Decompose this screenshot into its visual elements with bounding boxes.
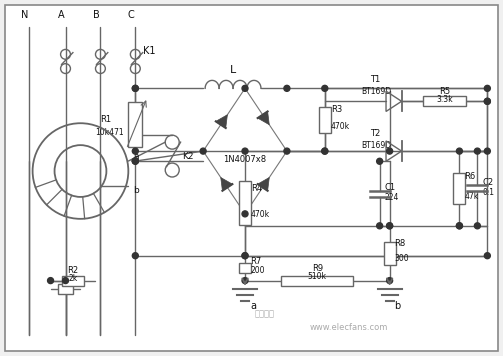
Text: 1N4007x8: 1N4007x8 <box>223 155 267 163</box>
Text: B: B <box>93 10 100 20</box>
Circle shape <box>456 223 462 229</box>
Text: 电子发烧: 电子发烧 <box>255 309 275 318</box>
FancyBboxPatch shape <box>62 276 84 286</box>
Circle shape <box>484 98 490 104</box>
Text: A: A <box>58 10 65 20</box>
Circle shape <box>474 223 480 229</box>
Text: 2k: 2k <box>68 274 77 283</box>
Circle shape <box>242 85 248 91</box>
Text: C: C <box>128 10 135 20</box>
Circle shape <box>322 148 328 154</box>
Text: T1: T1 <box>370 75 380 84</box>
FancyBboxPatch shape <box>384 242 395 265</box>
Circle shape <box>322 148 328 154</box>
Circle shape <box>48 278 53 284</box>
Text: 47k: 47k <box>464 192 479 201</box>
Circle shape <box>387 223 393 229</box>
Text: www.elecfans.com: www.elecfans.com <box>310 323 388 332</box>
Text: 10k471: 10k471 <box>96 128 124 137</box>
FancyBboxPatch shape <box>128 102 142 147</box>
Text: K1: K1 <box>143 47 156 57</box>
Text: b: b <box>395 302 401 312</box>
FancyBboxPatch shape <box>5 5 498 351</box>
Text: R5: R5 <box>439 87 450 96</box>
Text: R8: R8 <box>395 239 406 248</box>
Circle shape <box>242 253 248 259</box>
Circle shape <box>132 158 138 164</box>
Text: R2: R2 <box>67 266 78 275</box>
Text: R3: R3 <box>331 105 342 114</box>
Text: 470k: 470k <box>251 210 270 219</box>
Circle shape <box>484 98 490 104</box>
Text: 0.1: 0.1 <box>482 188 494 197</box>
Text: BT169D: BT169D <box>362 141 392 150</box>
Circle shape <box>456 148 462 154</box>
Circle shape <box>377 223 383 229</box>
Polygon shape <box>221 178 232 191</box>
Text: L: L <box>230 66 236 75</box>
FancyBboxPatch shape <box>58 284 73 294</box>
Text: T2: T2 <box>370 129 380 138</box>
Text: R1: R1 <box>101 115 112 124</box>
Circle shape <box>484 85 490 91</box>
Text: 470k: 470k <box>331 122 350 131</box>
Circle shape <box>132 148 138 154</box>
Polygon shape <box>216 115 227 128</box>
Polygon shape <box>258 178 269 191</box>
Circle shape <box>387 223 393 229</box>
Circle shape <box>484 148 490 154</box>
Circle shape <box>132 85 138 91</box>
FancyBboxPatch shape <box>319 106 331 133</box>
Text: BT169D: BT169D <box>362 87 392 96</box>
Circle shape <box>387 148 393 154</box>
FancyBboxPatch shape <box>423 96 466 106</box>
Text: C2: C2 <box>482 178 493 187</box>
FancyBboxPatch shape <box>453 173 465 204</box>
Circle shape <box>284 85 290 91</box>
Text: 300: 300 <box>395 255 409 263</box>
Polygon shape <box>258 111 269 125</box>
Circle shape <box>456 223 462 229</box>
Circle shape <box>242 211 248 217</box>
Circle shape <box>132 158 138 164</box>
Circle shape <box>132 253 138 259</box>
Circle shape <box>62 278 68 284</box>
FancyBboxPatch shape <box>281 276 354 286</box>
Circle shape <box>132 158 138 164</box>
Text: R7: R7 <box>250 257 261 266</box>
Text: R6: R6 <box>464 172 476 181</box>
Text: a: a <box>133 152 139 161</box>
Text: a: a <box>250 302 256 312</box>
Circle shape <box>242 148 248 154</box>
Text: C1: C1 <box>385 183 396 192</box>
FancyBboxPatch shape <box>239 182 251 225</box>
Circle shape <box>322 85 328 91</box>
Text: 3.3k: 3.3k <box>436 95 453 104</box>
Circle shape <box>284 148 290 154</box>
Text: 510k: 510k <box>308 272 327 281</box>
FancyBboxPatch shape <box>239 263 251 273</box>
Text: 224: 224 <box>385 193 399 202</box>
Text: 200: 200 <box>250 266 265 275</box>
Text: R9: R9 <box>312 264 323 273</box>
Circle shape <box>132 85 138 91</box>
Circle shape <box>200 148 206 154</box>
Text: R4: R4 <box>251 184 262 193</box>
Circle shape <box>242 278 248 284</box>
Text: N: N <box>21 10 28 20</box>
Circle shape <box>377 158 383 164</box>
Circle shape <box>387 278 393 284</box>
Text: b: b <box>133 187 139 195</box>
Text: K2: K2 <box>182 152 194 161</box>
Circle shape <box>474 148 480 154</box>
Circle shape <box>484 253 490 259</box>
Circle shape <box>242 253 248 259</box>
